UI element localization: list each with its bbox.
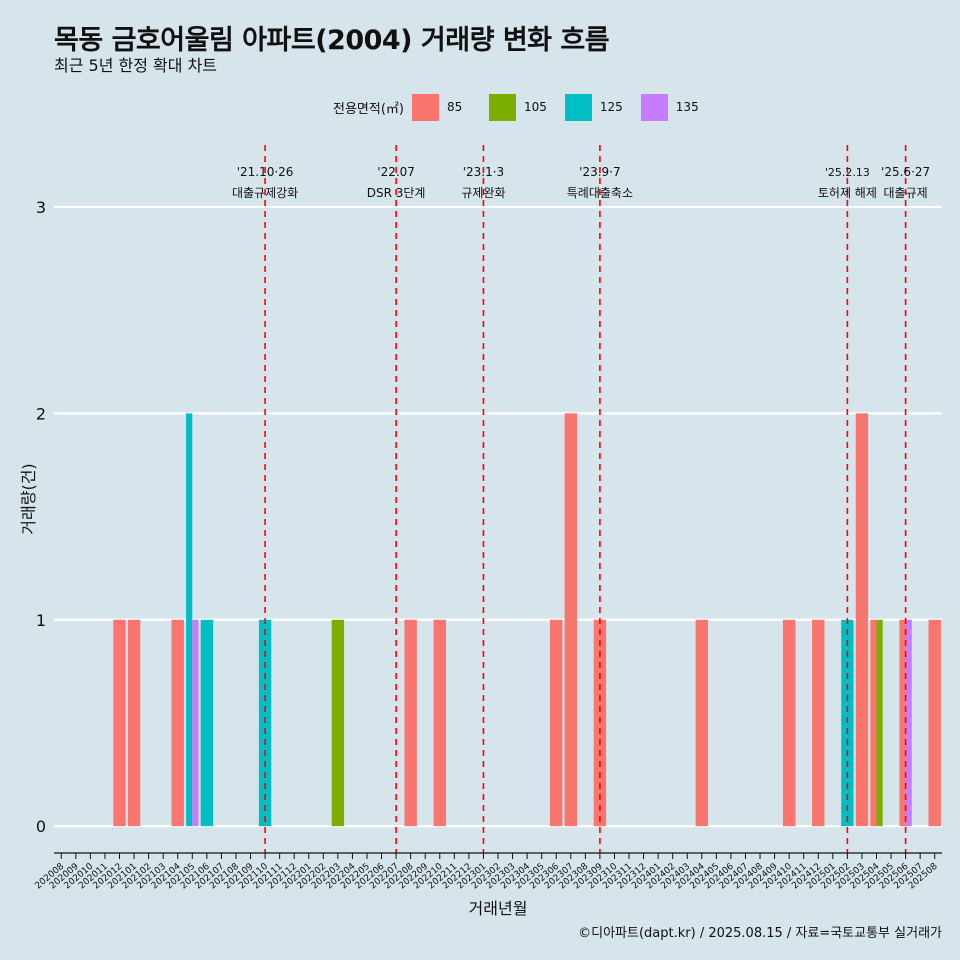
event-name-label: 대출규제	[884, 186, 928, 200]
chart-caption: ©디아파트(dapt.kr) / 2025.08.15 / 자료=국토교통부 실…	[578, 926, 942, 941]
bar-125-202106	[200, 619, 214, 827]
legend-title: 전용면적(㎡)	[333, 101, 404, 117]
bar-85-202012	[113, 619, 126, 827]
bar-105-202504	[876, 619, 883, 827]
bar-85-202101	[127, 619, 141, 827]
bar-85-202503	[855, 413, 869, 827]
legend-label-105: 105	[523, 100, 547, 114]
chart-title: 목동 금호어울림 아파트(2004) 거래량 변화 흐름	[54, 25, 610, 56]
legend-label-85: 85	[446, 100, 463, 114]
y-tick-label: 1	[36, 611, 46, 630]
y-tick-label: 3	[36, 198, 46, 217]
event-name-label: 특례대출축소	[567, 186, 633, 200]
bar-85-202404	[695, 619, 708, 827]
legend-swatch-85	[411, 93, 439, 121]
chart-subtitle: 최근 5년 한정 확대 차트	[54, 56, 218, 75]
event-name-label: 토허제 해제	[818, 186, 877, 200]
bar-85-202504	[870, 619, 877, 827]
legend-item-85: 85	[411, 93, 483, 121]
bar-125-202105	[186, 413, 193, 827]
event-date-label: '25.6·27	[881, 165, 930, 179]
bar-85-202306	[550, 619, 563, 827]
y-tick-label: 0	[36, 817, 46, 836]
legend-swatch-105	[488, 93, 516, 121]
bar-85-202208	[404, 619, 417, 827]
bar-85-202210	[433, 619, 446, 827]
bar-85-202412	[812, 619, 825, 827]
legend-item-135: 135	[640, 93, 699, 121]
bar-105-202203	[331, 619, 345, 827]
event-date-label: '23.9·7	[579, 165, 620, 179]
legend-swatch-125	[564, 93, 592, 121]
event-date-label: '21.10·26	[237, 165, 294, 179]
y-tick-label: 2	[36, 404, 46, 423]
y-axis-title: 거래량(건)	[19, 463, 38, 534]
event-name-label: DSR 3단계	[367, 186, 426, 200]
bar-135-202105	[192, 619, 199, 827]
legend-swatch-135	[640, 93, 668, 121]
bar-85-202104	[171, 619, 184, 827]
event-name-label: 규제완화	[461, 186, 505, 200]
bar-85-202410	[782, 619, 796, 827]
event-date-label: '25.2.13	[825, 166, 870, 179]
legend-item-125: 125	[564, 93, 635, 121]
legend: 전용면적(㎡) 85 105 125 135	[333, 92, 705, 122]
legend-item-105: 105	[488, 93, 559, 121]
event-date-label: '23.1·3	[463, 165, 504, 179]
event-date-label: '22.07	[377, 165, 415, 179]
legend-label-125: 125	[599, 100, 623, 114]
x-axis-title: 거래년월	[469, 899, 528, 918]
legend-label-135: 135	[675, 100, 699, 114]
event-name-label: 대출규제강화	[232, 186, 298, 200]
bar-85-202506	[899, 619, 906, 827]
bar-85-202508	[928, 619, 941, 827]
bar-85-202307	[564, 413, 577, 827]
bar-135-202506	[905, 619, 912, 827]
